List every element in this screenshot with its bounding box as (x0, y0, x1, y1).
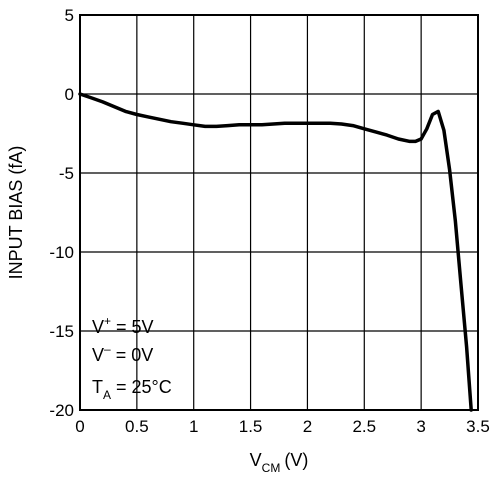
y-tick-label: -15 (49, 322, 74, 341)
y-axis-label: INPUT BIAS (fA) (6, 146, 26, 280)
line-layer (78, 92, 473, 412)
x-label-unit: (V) (284, 450, 308, 470)
x-tick-label: 0 (75, 417, 84, 436)
y-tick-label: -10 (49, 243, 74, 262)
x-axis-label: VCM (V) (250, 450, 309, 475)
annotations: V+ = 5V V– = 0V TA = 25°C (92, 314, 172, 402)
x-tick-label: 0.5 (125, 417, 149, 436)
annotation: TA = 25°C (92, 377, 172, 402)
x-tick-label: 2 (303, 417, 312, 436)
y-tick-label: 0 (65, 85, 74, 104)
x-label-sub: CM (262, 461, 281, 475)
y-tick-label: -20 (49, 401, 74, 420)
x-tick-label: 1.5 (239, 417, 263, 436)
x-tick-label: 3.5 (466, 417, 490, 436)
y-tick-label: 5 (65, 6, 74, 25)
tick-labels: 0 0.5 1 1.5 2 2.5 3 3.5 5 0 -5 -10 -15 -20 (49, 6, 489, 436)
x-tick-label: 2.5 (352, 417, 376, 436)
annotation: V– = 0V (92, 342, 153, 365)
annotation: V+ = 5V (92, 314, 154, 337)
x-label-main: V (250, 450, 262, 470)
x-tick-label: 1 (189, 417, 198, 436)
y-tick-label: -5 (59, 164, 74, 183)
x-tick-label: 3 (416, 417, 425, 436)
plot-frame (79, 14, 479, 411)
series-line (78, 92, 473, 412)
